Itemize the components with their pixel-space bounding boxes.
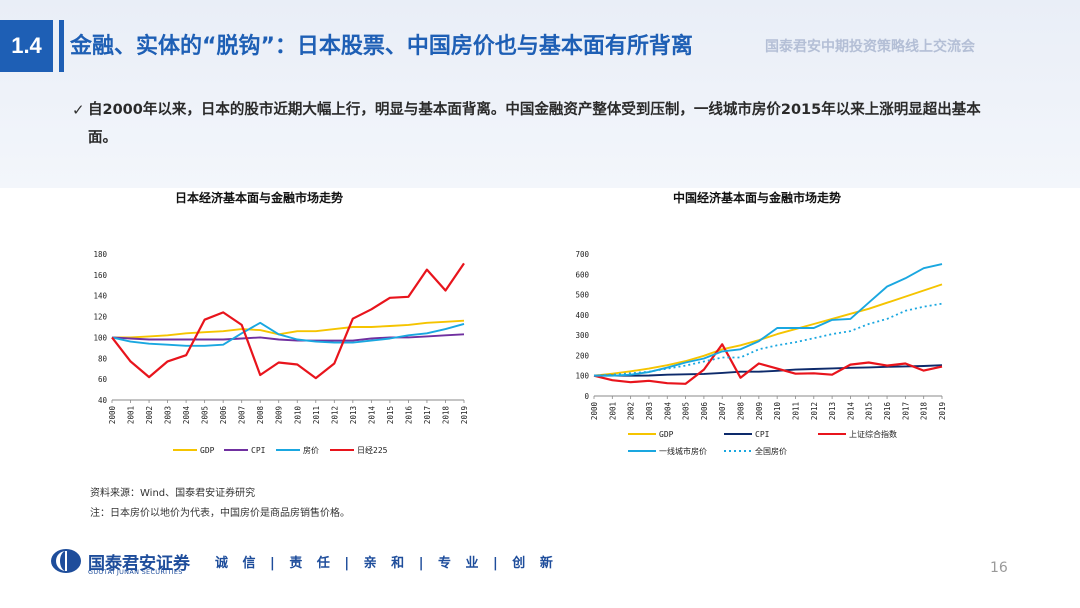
x-tick-label: 2017	[423, 406, 432, 424]
bullet-text: 自2000年以来，日本的股市近期大幅上行，明显与基本面背离。中国金融资产整体受到…	[88, 102, 981, 146]
check-icon: ✓	[72, 101, 85, 119]
logo-english: GUOTAI JUNAN SECURITIES	[88, 568, 183, 576]
company-logo-icon	[50, 548, 82, 578]
x-tick-label: 2003	[645, 402, 654, 420]
x-tick-label: 2001	[608, 402, 617, 420]
x-tick-label: 2008	[737, 402, 746, 421]
y-tick-label: 600	[575, 270, 589, 279]
china-chart-title: 中国经济基本面与金融市场走势	[673, 191, 842, 205]
x-tick-label: 2011	[312, 406, 321, 424]
legend-label: 全国房价	[755, 446, 787, 456]
event-name: 国泰君安中期投资策略线上交流会	[765, 39, 975, 55]
x-tick-label: 2006	[700, 402, 709, 421]
page-title: 金融、实体的“脱钩”：日本股票、中国房价也与基本面有所背离	[70, 34, 693, 59]
y-tick-label: 700	[575, 250, 589, 259]
x-tick-label: 2010	[773, 402, 782, 421]
section-number: 1.4	[0, 20, 53, 72]
legend-label: CPI	[251, 446, 266, 455]
y-tick-label: 120	[93, 313, 107, 322]
x-tick-label: 2012	[810, 402, 819, 420]
x-tick-label: 2015	[865, 402, 874, 420]
company-motto: 诚 信 | 责 任 | 亲 和 | 专 业 | 创 新	[215, 556, 558, 571]
series-line-0	[112, 319, 465, 339]
legend-label: GDP	[659, 430, 674, 439]
x-tick-label: 2008	[256, 406, 265, 425]
x-tick-label: 2018	[441, 406, 450, 425]
x-tick-label: 2002	[627, 402, 636, 420]
y-tick-label: 400	[575, 311, 589, 320]
page-number: 16	[990, 560, 1008, 576]
x-tick-label: 2013	[828, 402, 837, 420]
y-tick-label: 0	[584, 392, 589, 401]
x-tick-label: 2010	[293, 406, 302, 425]
series-line-1	[593, 364, 943, 377]
series-line-1	[111, 333, 465, 342]
x-tick-label: 2017	[901, 402, 910, 420]
x-tick-label: 2000	[108, 406, 117, 425]
legend-label: CPI	[755, 430, 770, 439]
x-tick-label: 2009	[275, 406, 284, 424]
x-tick-label: 2012	[330, 406, 339, 424]
series-line-2	[111, 321, 465, 347]
y-tick-label: 160	[93, 271, 107, 280]
x-tick-label: 2011	[791, 402, 800, 420]
x-tick-label: 2000	[590, 402, 599, 421]
y-tick-label: 140	[93, 292, 107, 301]
x-tick-label: 2006	[219, 406, 228, 425]
x-tick-label: 2019	[460, 406, 469, 424]
series-line-2	[593, 343, 943, 385]
x-tick-label: 2004	[663, 402, 672, 421]
legend-label: 日经225	[357, 445, 388, 455]
x-tick-label: 2009	[755, 402, 764, 420]
series-line-0	[593, 283, 943, 377]
japan-chart-title: 日本经济基本面与金融市场走势	[175, 191, 344, 205]
y-tick-label: 500	[575, 291, 589, 300]
x-tick-label: 2016	[883, 402, 892, 421]
source-note: 资料来源：Wind、国泰君安证券研究	[90, 488, 256, 499]
x-tick-label: 2018	[920, 402, 929, 421]
legend-label: 上证综合指数	[849, 429, 897, 439]
x-tick-label: 2002	[145, 406, 154, 424]
y-tick-label: 100	[93, 333, 107, 342]
japan-chart-panel: 40 60 80 100 120 140 160 180 2000 2001 2002 2003 200…	[78, 222, 480, 466]
x-tick-label: 2019	[938, 402, 947, 420]
logo-chinese: 国泰君安证券	[88, 554, 190, 574]
section-divider	[59, 20, 64, 72]
x-tick-label: 2016	[404, 406, 413, 425]
legend-label: 房价	[303, 445, 319, 455]
y-tick-label: 40	[98, 396, 108, 405]
x-tick-label: 2001	[127, 406, 136, 424]
x-tick-label: 2013	[349, 406, 358, 424]
y-tick-label: 60	[98, 375, 108, 384]
legend-label: 一线城市房价	[659, 446, 707, 456]
x-tick-label: 2003	[164, 406, 173, 424]
footnote: 注：日本房价以地价为代表，中国房价是商品房销售价格。	[90, 508, 350, 519]
x-tick-label: 2014	[846, 402, 855, 421]
chart-notes: 资料来源：Wind、国泰君安证券研究 注：日本房价以地价为代表，中国房价是商品房…	[90, 484, 350, 524]
x-tick-label: 2005	[201, 406, 210, 424]
x-tick-label: 2007	[718, 402, 727, 420]
x-tick-label: 2015	[386, 406, 395, 424]
header-background	[0, 0, 1080, 188]
japan-line-chart: 40 60 80 100 120 140 160 180 2000 2001 2002 2003 200…	[93, 250, 469, 455]
x-tick-label: 2007	[238, 406, 247, 424]
x-tick-label: 2004	[182, 406, 191, 425]
y-tick-label: 80	[98, 354, 108, 363]
series-line-3	[111, 262, 465, 380]
y-tick-label: 100	[575, 372, 589, 381]
china-chart-panel: 0 100 200 300 400 500 600 700 2000 2001 2002 2003 20…	[566, 222, 968, 466]
x-tick-label: 2014	[367, 406, 376, 425]
y-tick-label: 200	[575, 351, 589, 360]
y-tick-label: 300	[575, 331, 589, 340]
series-line-3	[594, 263, 943, 377]
y-tick-label: 180	[93, 250, 107, 259]
legend-label: GDP	[200, 446, 215, 455]
x-tick-label: 2005	[682, 402, 691, 420]
china-line-chart: 0 100 200 300 400 500 600 700 2000 2001 2002 2003 20…	[575, 250, 947, 456]
